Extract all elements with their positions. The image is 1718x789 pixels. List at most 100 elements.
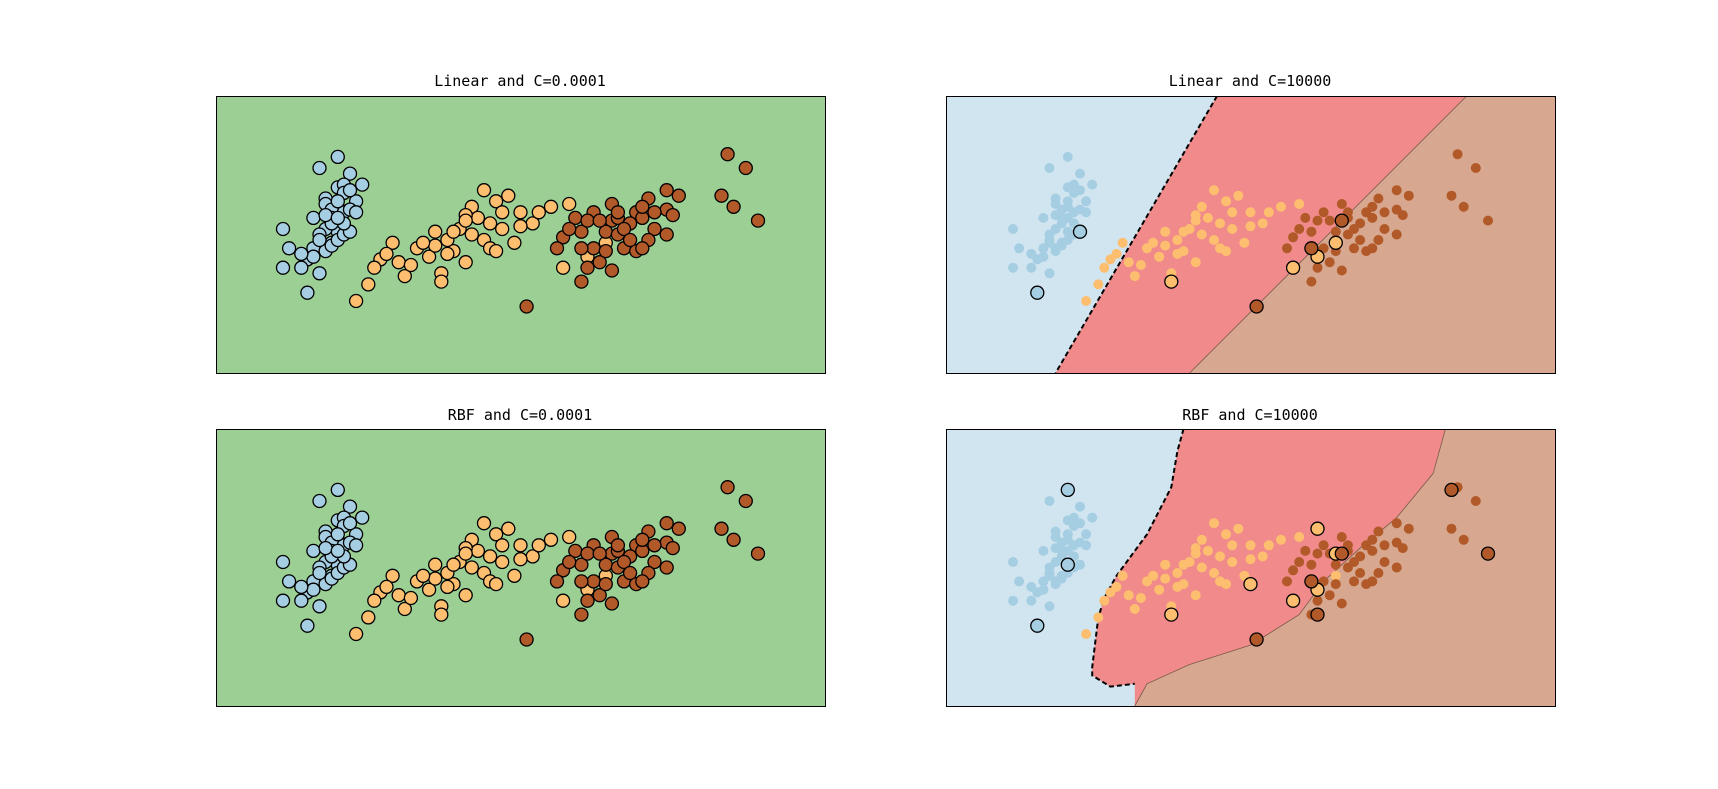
data-point-class-2 — [1336, 532, 1347, 542]
data-point-class-2 — [1288, 565, 1299, 576]
decision-boundary-1-2 — [1189, 96, 1467, 373]
support-vector — [616, 554, 632, 570]
data-point-class-0 — [1038, 584, 1049, 595]
support-vector — [385, 568, 400, 583]
data-point-class-1 — [1160, 573, 1171, 584]
data-point-class-2 — [1282, 576, 1292, 587]
data-point-class-1 — [1099, 595, 1110, 606]
data-point-class-1 — [1148, 237, 1159, 248]
data-point-class-1 — [1123, 257, 1134, 268]
data-point-class-2 — [1470, 163, 1481, 173]
data-point-class-2 — [1282, 243, 1292, 254]
data-point-class-1 — [1202, 545, 1213, 556]
support-vector — [1334, 213, 1349, 228]
support-vector — [415, 568, 431, 583]
support-vector — [464, 560, 479, 575]
support-vector — [1249, 299, 1264, 314]
support-vector — [659, 560, 674, 575]
decision-region — [216, 96, 825, 373]
data-point-class-2 — [1403, 190, 1414, 201]
data-point-class-1 — [1215, 551, 1225, 562]
support-vector — [555, 593, 571, 608]
data-point-class-1 — [1196, 201, 1207, 212]
support-vector — [531, 205, 546, 220]
data-point-class-0 — [1008, 262, 1018, 273]
data-point-class-2 — [1324, 590, 1335, 601]
support-vector — [1304, 574, 1319, 589]
data-point-class-1 — [1099, 262, 1110, 273]
data-point-class-0 — [1062, 545, 1073, 556]
data-point-class-2 — [1349, 557, 1359, 567]
support-vector — [1060, 482, 1075, 498]
data-point-class-1 — [1111, 248, 1122, 259]
data-point-class-1 — [1196, 534, 1207, 545]
data-point-class-2 — [1306, 559, 1317, 570]
support-vector — [330, 210, 345, 226]
support-vector — [391, 255, 406, 270]
support-vector — [580, 260, 595, 275]
support-vector — [622, 565, 638, 581]
support-vector — [562, 196, 577, 212]
support-vector — [294, 593, 309, 608]
support-vector — [1249, 632, 1264, 647]
data-point-class-2 — [1336, 265, 1347, 276]
support-vector — [1444, 482, 1459, 498]
support-vector — [476, 183, 492, 198]
data-point-class-1 — [1294, 199, 1305, 209]
support-vector — [592, 546, 607, 561]
subplot-linear-c-large: Linear and C=10000 — [946, 72, 1556, 374]
support-vector — [1030, 285, 1045, 300]
data-point-class-2 — [1336, 199, 1347, 209]
data-point-class-0 — [1044, 496, 1055, 506]
data-point-class-0 — [1044, 235, 1055, 245]
support-vector — [635, 199, 650, 214]
decision-region — [216, 429, 825, 706]
data-point-class-1 — [1233, 190, 1244, 201]
data-point-class-2 — [1355, 568, 1366, 578]
plot-area — [216, 429, 825, 706]
support-vector — [720, 480, 735, 495]
data-point-class-0 — [1062, 151, 1073, 162]
data-point-class-2 — [1452, 149, 1463, 160]
support-vector — [598, 576, 613, 592]
data-point-class-1 — [1172, 248, 1183, 259]
data-point-class-1 — [1160, 240, 1171, 251]
data-point-class-1 — [1245, 554, 1256, 565]
support-vector — [361, 277, 376, 292]
support-vector — [665, 540, 680, 556]
data-point-class-2 — [1306, 276, 1317, 287]
support-vector — [330, 149, 345, 165]
data-point-class-1 — [1123, 590, 1134, 601]
data-point-class-1 — [1227, 224, 1238, 234]
data-point-class-0 — [1050, 210, 1061, 221]
data-point-class-1 — [1093, 612, 1104, 623]
support-vector — [750, 213, 766, 228]
data-point-class-1 — [1196, 562, 1207, 573]
data-point-class-2 — [1373, 526, 1384, 537]
support-vector — [281, 574, 297, 589]
support-vector — [330, 482, 345, 498]
data-point-class-2 — [1306, 226, 1317, 237]
data-point-class-0 — [1081, 207, 1092, 218]
support-vector — [488, 527, 504, 542]
support-vector — [428, 238, 443, 253]
data-point-class-1 — [1227, 557, 1238, 567]
data-point-class-2 — [1349, 576, 1359, 587]
support-vector — [385, 235, 400, 250]
decision-region-class-2 — [1189, 96, 1555, 373]
support-vector — [635, 241, 650, 256]
data-point-class-1 — [1135, 593, 1146, 603]
data-point-class-1 — [1129, 604, 1140, 614]
data-point-class-1 — [1154, 584, 1165, 595]
data-point-class-2 — [1336, 598, 1347, 609]
support-vector — [470, 543, 486, 559]
support-vector — [379, 246, 394, 262]
data-point-class-2 — [1373, 193, 1384, 204]
data-point-class-1 — [1129, 271, 1140, 282]
support-vector — [555, 260, 571, 275]
support-vector — [428, 224, 443, 239]
support-vector — [348, 293, 364, 309]
data-point-class-0 — [1038, 251, 1049, 262]
support-vector — [488, 194, 504, 209]
support-vector — [312, 232, 327, 248]
